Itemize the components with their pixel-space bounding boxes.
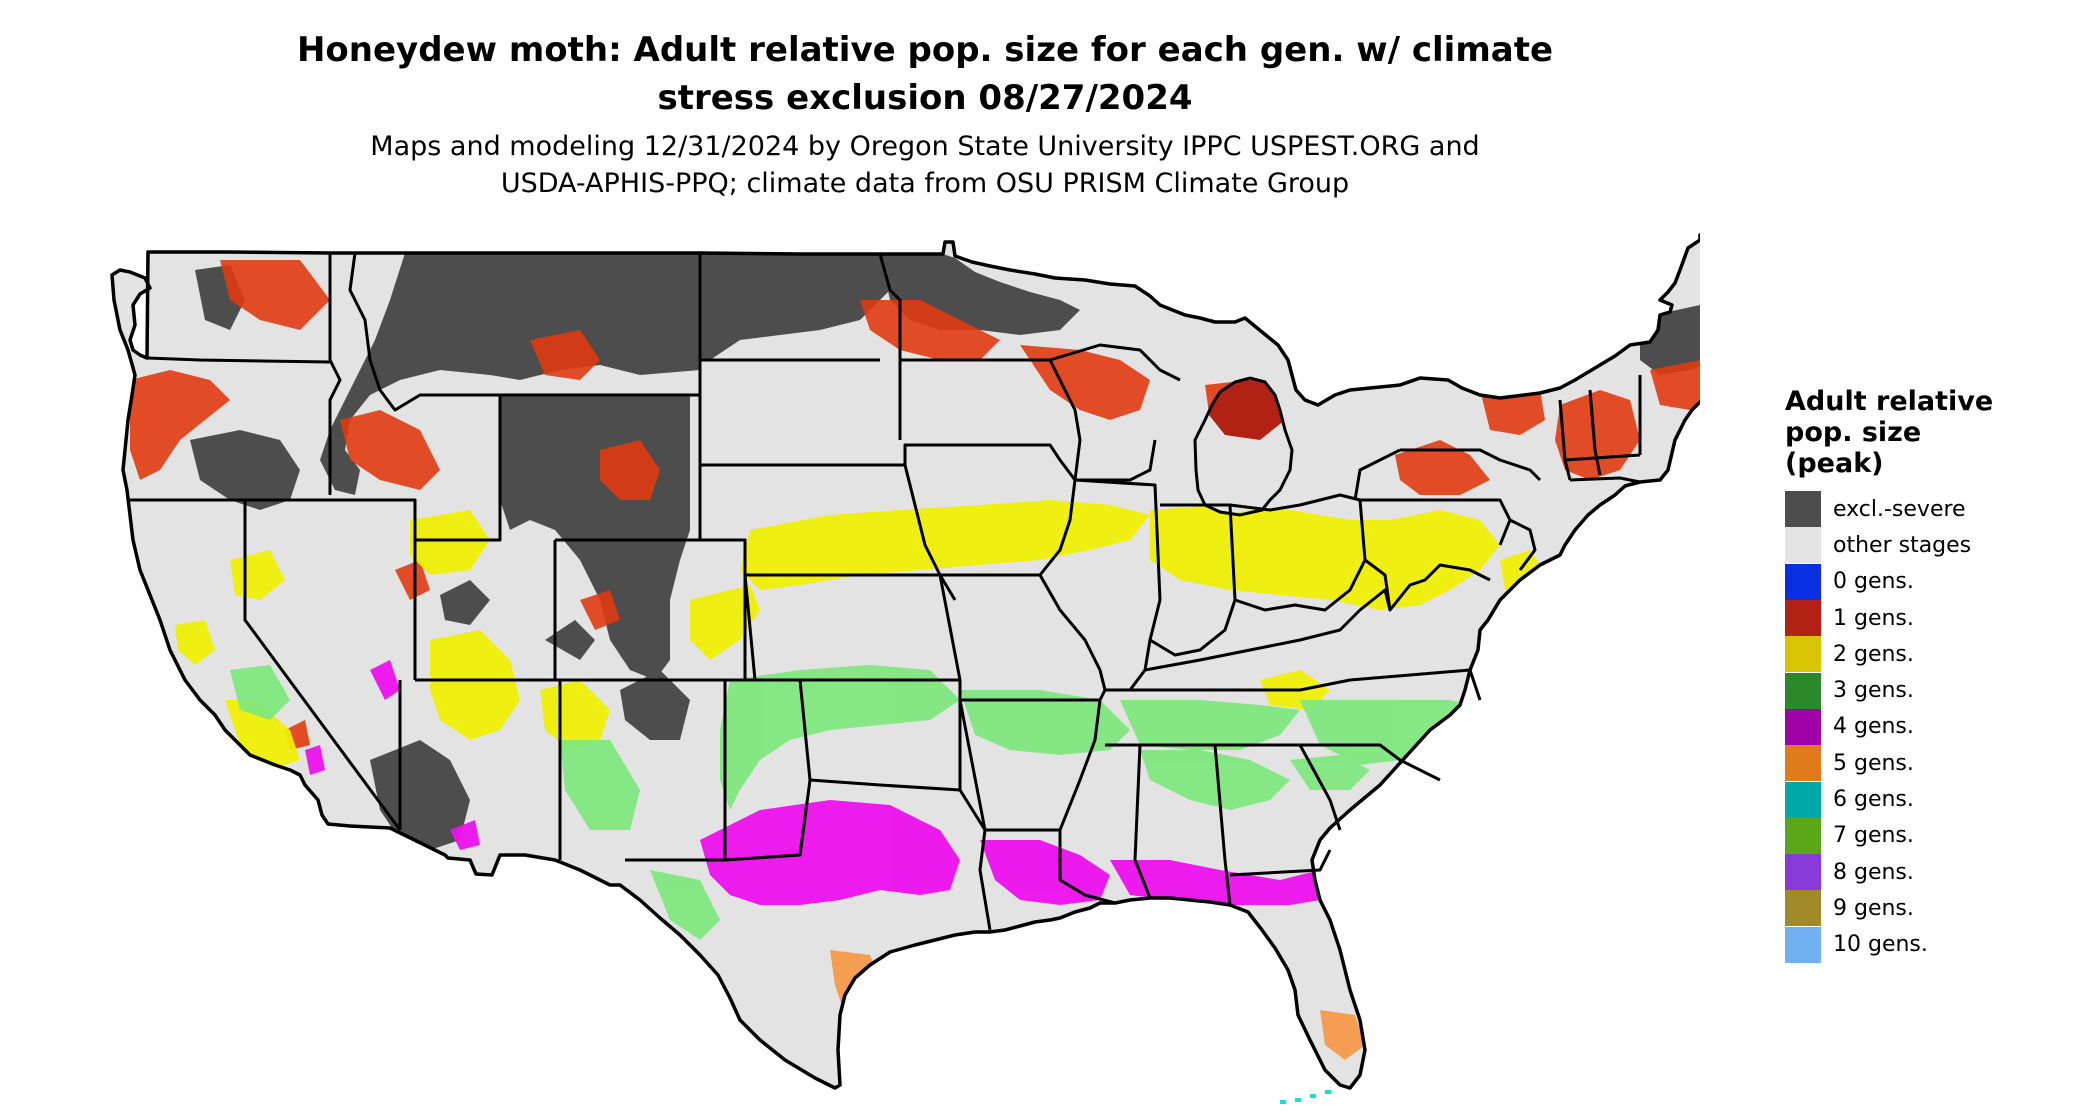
legend-item: 6 gens. <box>1785 781 2085 818</box>
legend-items: excl.-severe other stages 0 gens. 1 gens. 2 … <box>1785 491 2085 963</box>
legend-title: Adult relative pop. size (peak) <box>1785 386 2085 479</box>
legend-label: 2 gens. <box>1833 641 1914 667</box>
title-line-1: Honeydew moth: Adult relative pop. size … <box>296 30 1554 70</box>
legend-item: 5 gens. <box>1785 745 2085 782</box>
map-title: Honeydew moth: Adult relative pop. size … <box>140 26 1710 122</box>
legend-label: 5 gens. <box>1833 750 1914 776</box>
us-map-svg <box>110 233 1737 1104</box>
legend-swatch <box>1785 926 1821 963</box>
legend-swatch <box>1785 781 1821 818</box>
land-base <box>112 235 1735 1088</box>
legend-item: excl.-severe <box>1785 491 2085 528</box>
title-line-2: stress exclusion 08/27/2024 <box>657 78 1193 118</box>
legend-swatch <box>1785 527 1821 564</box>
legend-swatch <box>1785 600 1821 637</box>
legend-item: 1 gens. <box>1785 600 2085 637</box>
legend-title-line-3: (peak) <box>1785 448 1884 479</box>
legend-label: 1 gens. <box>1833 605 1914 631</box>
legend-item: 0 gens. <box>1785 563 2085 600</box>
legend-label: 4 gens. <box>1833 714 1914 740</box>
legend-label: 9 gens. <box>1833 895 1914 921</box>
legend-label: 10 gens. <box>1833 932 1928 958</box>
us-map <box>100 230 1737 1110</box>
subtitle-line-2: USDA-APHIS-PPQ; climate data from OSU PR… <box>500 168 1350 199</box>
legend-label: other stages <box>1833 532 1972 558</box>
legend-swatch <box>1785 890 1821 927</box>
legend-label: 8 gens. <box>1833 859 1914 885</box>
legend-swatch <box>1785 636 1821 673</box>
map-subtitle: Maps and modeling 12/31/2024 by Oregon S… <box>190 128 1660 202</box>
legend-swatch <box>1785 745 1821 782</box>
us-outline <box>110 233 1737 1090</box>
legend-label: 0 gens. <box>1833 569 1914 595</box>
legend-swatch <box>1785 817 1821 854</box>
legend-label: 6 gens. <box>1833 787 1914 813</box>
legend-item: 9 gens. <box>1785 890 2085 927</box>
legend-item: 2 gens. <box>1785 636 2085 673</box>
legend-title-line-1: Adult relative <box>1785 386 1994 417</box>
legend-item: 4 gens. <box>1785 708 2085 745</box>
legend-item: 10 gens. <box>1785 926 2085 963</box>
legend-swatch <box>1785 491 1821 528</box>
legend-item: 3 gens. <box>1785 672 2085 709</box>
michigan-lower <box>1193 376 1294 517</box>
legend-label: excl.-severe <box>1833 496 1966 522</box>
legend-swatch <box>1785 708 1821 745</box>
legend-label: 3 gens. <box>1833 678 1914 704</box>
legend-swatch <box>1785 854 1821 891</box>
state-borders <box>130 252 1642 931</box>
legend-swatch <box>1785 563 1821 600</box>
legend-swatch <box>1785 672 1821 709</box>
gen2-regions <box>175 500 1550 770</box>
subtitle-line-1: Maps and modeling 12/31/2024 by Oregon S… <box>370 131 1480 162</box>
legend-label: 7 gens. <box>1833 823 1914 849</box>
legend: Adult relative pop. size (peak) excl.-se… <box>1785 386 2085 963</box>
florida-keys <box>1280 1090 1331 1104</box>
legend-item: 8 gens. <box>1785 854 2085 891</box>
legend-item: other stages <box>1785 527 2085 564</box>
legend-title-line-2: pop. size <box>1785 417 1922 448</box>
legend-item: 7 gens. <box>1785 817 2085 854</box>
